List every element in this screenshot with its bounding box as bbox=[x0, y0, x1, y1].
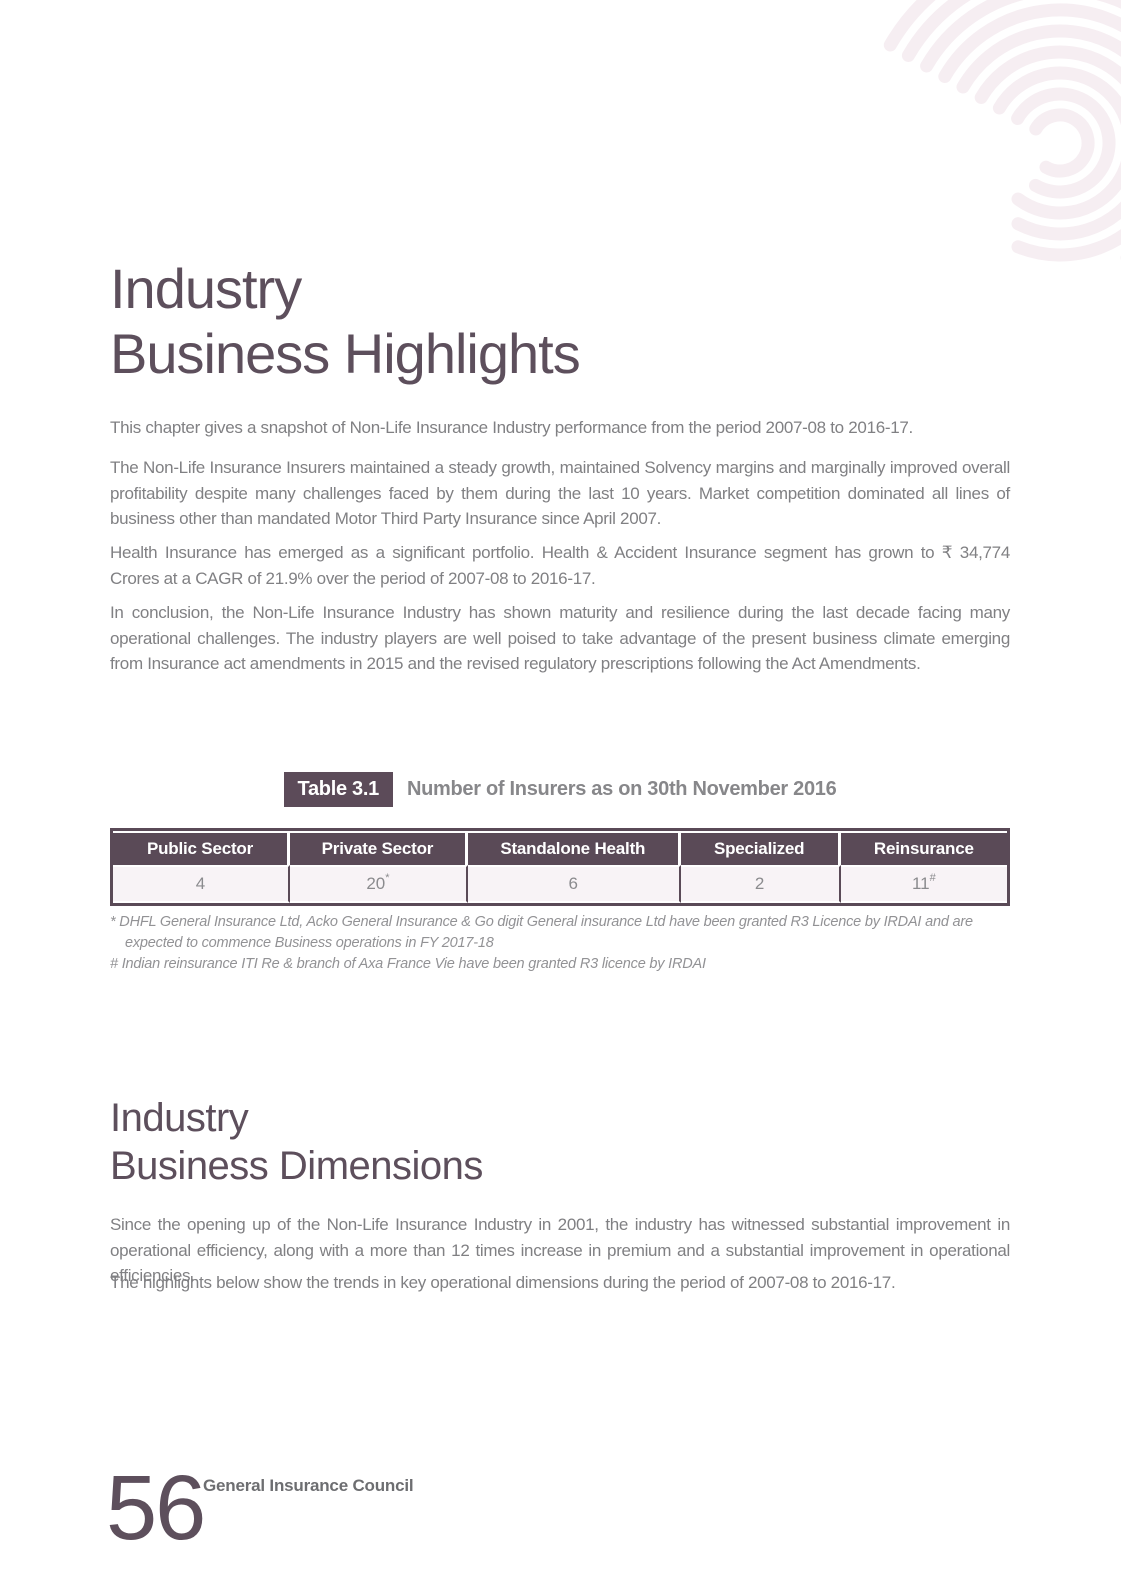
paragraph: In conclusion, the Non-Life Insurance In… bbox=[110, 603, 1010, 673]
column-header: Private Sector bbox=[290, 831, 468, 865]
footnote-marker: # bbox=[110, 956, 118, 972]
cell-value: 2 bbox=[754, 874, 765, 893]
column-header: Public Sector bbox=[113, 831, 290, 865]
table-cell: 11# bbox=[840, 865, 1007, 903]
table-cell: 2 bbox=[680, 865, 841, 903]
cell-footnote-marker: * bbox=[385, 872, 390, 885]
footer-org-label: General Insurance Council bbox=[203, 1476, 414, 1495]
section1-title-line2: Business Highlights bbox=[110, 322, 581, 385]
table-cell: 20* bbox=[290, 865, 468, 903]
paragraph: The highlights below show the trends in … bbox=[110, 1273, 896, 1292]
table-header-row: Public Sector Private Sector Standalone … bbox=[113, 831, 1007, 865]
section2-title-line1: Industry bbox=[110, 1096, 249, 1140]
footnote-text: DHFL General Insurance Ltd, Acko General… bbox=[119, 914, 973, 951]
footnote: * DHFL General Insurance Ltd, Acko Gener… bbox=[110, 912, 1010, 954]
cell-value: 4 bbox=[195, 874, 206, 893]
table-title-row: Table 3.1 Number of Insurers as on 30th … bbox=[110, 772, 1010, 807]
table-value-row: 4 20* 6 2 11# bbox=[113, 865, 1007, 903]
table-cell: 4 bbox=[113, 865, 290, 903]
column-header: Standalone Health bbox=[467, 831, 681, 865]
insurers-table-wrapper: Public Sector Private Sector Standalone … bbox=[110, 828, 1010, 906]
page-number: 56 bbox=[106, 1457, 206, 1559]
section2-title-line2: Business Dimensions bbox=[110, 1144, 483, 1188]
section1-title: Industry Business Highlights bbox=[110, 256, 1010, 386]
table-number-badge: Table 3.1 bbox=[283, 772, 393, 807]
table-caption: Number of Insurers as on 30th November 2… bbox=[406, 778, 837, 800]
cell-footnote-marker: # bbox=[929, 872, 936, 885]
cell-value: 6 bbox=[568, 874, 578, 893]
insurers-table: Public Sector Private Sector Standalone … bbox=[110, 828, 1010, 906]
footnote: # Indian reinsurance ITI Re & branch of … bbox=[110, 954, 1010, 975]
paragraph: This chapter gives a snapshot of Non-Lif… bbox=[110, 418, 913, 437]
footnote-marker: * bbox=[110, 914, 116, 930]
table-cell: 6 bbox=[467, 865, 681, 903]
table-footnotes: * DHFL General Insurance Ltd, Acko Gener… bbox=[110, 912, 1010, 975]
section2-title: Industry Business Dimensions bbox=[110, 1094, 1010, 1190]
cell-value: 20 bbox=[366, 874, 386, 893]
section1-title-line1: Industry bbox=[110, 257, 302, 320]
footnote-text: Indian reinsurance ITI Re & branch of Ax… bbox=[121, 956, 706, 972]
cell-value: 11 bbox=[911, 874, 930, 893]
paragraph: The Non-Life Insurance Insurers maintain… bbox=[110, 458, 1010, 528]
column-header: Specialized bbox=[680, 831, 841, 865]
column-header: Reinsurance bbox=[840, 831, 1007, 865]
paragraph: Since the opening up of the Non-Life Ins… bbox=[110, 1215, 1010, 1285]
paragraph: Health Insurance has emerged as a signif… bbox=[110, 543, 1010, 588]
